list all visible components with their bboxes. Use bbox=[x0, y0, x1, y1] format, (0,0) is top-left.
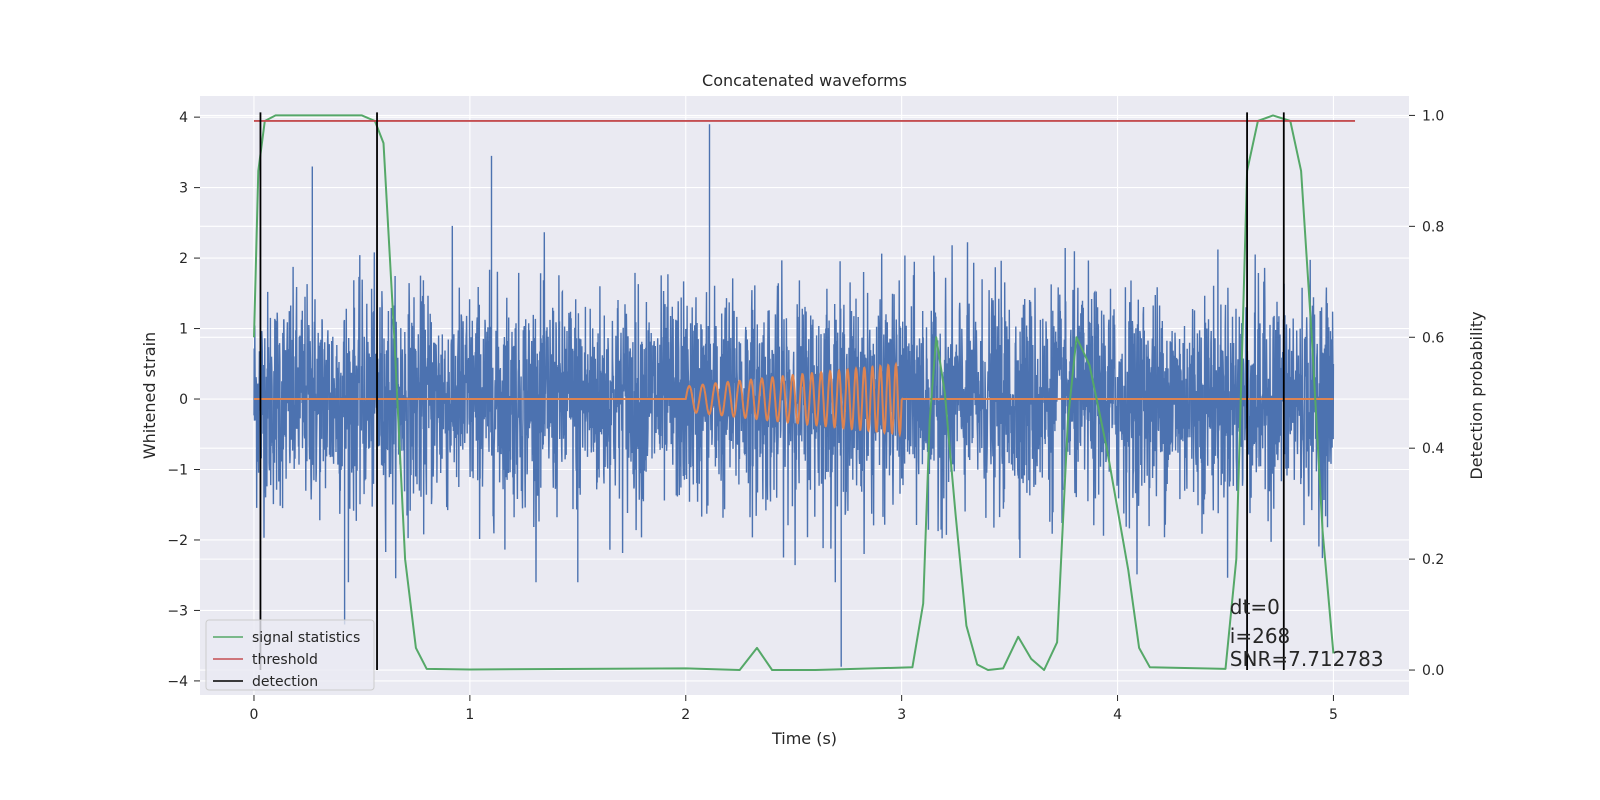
annotation-dt: dt=0 bbox=[1230, 595, 1280, 619]
x-tick-label: 0 bbox=[250, 707, 259, 723]
injected-waveform-line bbox=[253, 361, 1334, 438]
x-tick-label: 5 bbox=[1329, 707, 1338, 723]
x-tick-label: 2 bbox=[681, 707, 690, 723]
x-tick-label: 4 bbox=[1113, 707, 1122, 723]
signal-statistics-line bbox=[253, 114, 1335, 671]
legend: signal statistics threshold detection bbox=[205, 619, 375, 691]
chart-title: Concatenated waveforms bbox=[702, 71, 907, 90]
whitened-strain-series bbox=[253, 124, 1335, 667]
y-tick-label: −4 bbox=[167, 674, 188, 690]
whitened-strain-line bbox=[253, 124, 1335, 667]
y2-tick-label: 0.8 bbox=[1422, 219, 1444, 235]
y2-tick-label: 1.0 bbox=[1422, 108, 1444, 124]
annotation-snr: SNR=7.712783 bbox=[1230, 647, 1384, 671]
y2-tick-label: 0.6 bbox=[1422, 330, 1444, 346]
legend-label-detection: detection bbox=[252, 674, 318, 690]
signal-statistics-series bbox=[253, 114, 1335, 671]
x-ticks: 0 1 2 3 4 5 bbox=[250, 695, 1338, 723]
legend-box bbox=[205, 619, 375, 691]
y-tick-label: −3 bbox=[167, 603, 188, 619]
y-tick-label: 1 bbox=[179, 322, 188, 338]
y-axis-label: Whitened strain bbox=[140, 332, 159, 459]
y2-tick-label: 0.4 bbox=[1422, 441, 1444, 457]
legend-label-threshold: threshold bbox=[252, 652, 318, 668]
x-tick-label: 3 bbox=[897, 707, 906, 723]
y-tick-label: 3 bbox=[179, 181, 188, 197]
y2-axis-label: Detection probability bbox=[1467, 311, 1486, 479]
y-tick-label: −2 bbox=[167, 533, 188, 549]
y-tick-label: −1 bbox=[167, 462, 188, 478]
y-tick-label: 2 bbox=[179, 251, 188, 267]
y2-tick-label: 0.0 bbox=[1422, 663, 1444, 679]
detection-lines bbox=[259, 112, 1285, 671]
right-y-ticks: 0.0 0.2 0.4 0.6 0.8 1.0 bbox=[1409, 108, 1444, 679]
annotation-block: dt=0 i=268 SNR=7.712783 bbox=[1230, 595, 1384, 671]
annotation-index: i=268 bbox=[1230, 624, 1291, 648]
x-tick-label: 1 bbox=[465, 707, 474, 723]
y2-tick-label: 0.2 bbox=[1422, 552, 1444, 568]
x-axis-label: Time (s) bbox=[771, 729, 837, 748]
injected-waveform-series bbox=[253, 361, 1334, 438]
legend-label-signal-statistics: signal statistics bbox=[252, 630, 360, 646]
left-y-ticks: −4 −3 −2 −1 0 1 2 3 4 bbox=[167, 110, 200, 690]
y-tick-label: 0 bbox=[179, 392, 188, 408]
y-tick-label: 4 bbox=[179, 110, 188, 126]
